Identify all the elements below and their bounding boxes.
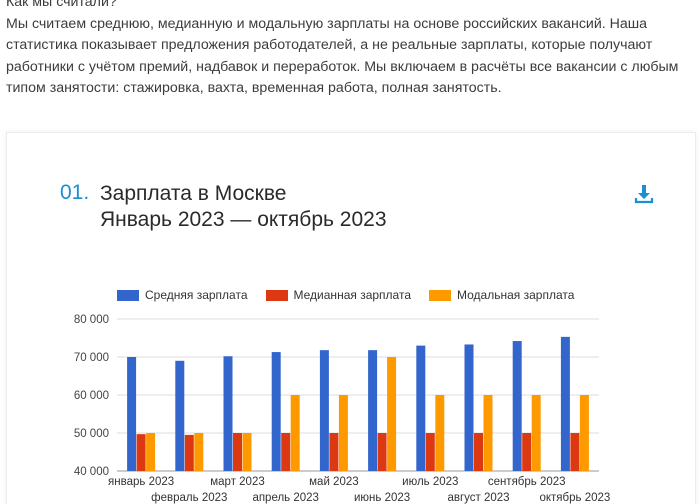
card-title: Зарплата в Москве Январь 2023 — октябрь … <box>100 181 387 233</box>
bar-median <box>377 433 387 471</box>
x-tick-label: июль 2023 <box>402 476 458 488</box>
bar-mean <box>560 336 570 471</box>
bar-mean <box>223 356 233 471</box>
legend-item-mode[interactable]: Модальная зарплата <box>429 288 574 302</box>
intro-paragraph: Мы считаем среднюю, медианную и модальну… <box>6 15 679 97</box>
x-tick-label: июнь 2023 <box>354 492 410 504</box>
download-icon[interactable] <box>633 183 655 205</box>
bar-median <box>474 433 483 471</box>
legend-label-median: Медианная зарплата <box>293 288 411 302</box>
legend-item-mean[interactable]: Средняя зарплата <box>117 288 248 302</box>
legend-label-mode: Модальная зарплата <box>457 288 575 302</box>
intro-heading: Как мы считали? <box>6 0 117 10</box>
bar-median <box>136 434 146 471</box>
card-title-line2: Январь 2023 — октябрь 2023 <box>100 208 387 231</box>
legend-item-median[interactable]: Медианная зарплата <box>265 288 411 302</box>
chart-card: 01. Зарплата в Москве Январь 2023 — октя… <box>6 132 696 504</box>
bar-median <box>570 433 580 471</box>
bar-mode <box>579 395 589 471</box>
bar-median <box>522 433 532 471</box>
chart-legend: Средняя зарплата Медианная зарплата Мода… <box>117 288 592 302</box>
bar-mean <box>512 341 522 471</box>
legend-label-mean: Средняя зарплата <box>145 288 248 302</box>
bar-mode <box>290 395 300 471</box>
y-tick-label: 40 000 <box>74 466 109 478</box>
legend-swatch-median <box>265 289 288 301</box>
bar-mean <box>416 345 426 471</box>
x-tick-label: апрель 2023 <box>252 492 319 504</box>
bar-median <box>184 434 194 471</box>
y-tick-label: 70 000 <box>74 352 109 364</box>
bar-mode <box>338 395 348 471</box>
bar-mean <box>175 360 185 471</box>
bar-mode <box>146 433 156 471</box>
bar-median <box>329 433 339 471</box>
bar-median <box>233 433 242 471</box>
bar-mode <box>435 395 445 471</box>
intro-text: Как мы считали? Мы считаем среднюю, меди… <box>6 0 696 100</box>
legend-swatch-mode <box>429 289 451 301</box>
x-tick-label: октябрь 2023 <box>539 492 610 504</box>
x-tick-label: сентябрь 2023 <box>488 476 566 488</box>
bar-mode <box>387 357 397 471</box>
x-tick-label: август 2023 <box>447 492 509 504</box>
card-number: 01. <box>60 181 90 204</box>
bar-median <box>425 433 435 471</box>
bar-mode <box>242 433 252 471</box>
x-tick-label: февраль 2023 <box>151 492 227 504</box>
x-tick-label: январь 2023 <box>108 476 174 488</box>
bar-mode <box>483 395 493 471</box>
bar-mean <box>319 350 329 471</box>
bar-mean <box>271 352 281 471</box>
x-tick-label: май 2023 <box>309 476 359 488</box>
bar-mean <box>368 350 378 471</box>
card-title-line1: Зарплата в Москве <box>100 182 287 205</box>
legend-swatch-mean <box>117 289 139 301</box>
x-tick-label: март 2023 <box>210 476 265 488</box>
bar-mean <box>464 344 474 471</box>
y-tick-label: 60 000 <box>74 390 109 402</box>
bar-median <box>281 433 291 471</box>
bar-mode <box>194 433 204 471</box>
y-tick-label: 50 000 <box>74 428 109 440</box>
bar-mode <box>531 395 541 471</box>
y-tick-label: 80 000 <box>74 314 109 326</box>
bar-mean <box>127 357 137 471</box>
